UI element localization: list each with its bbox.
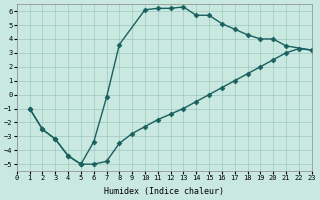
X-axis label: Humidex (Indice chaleur): Humidex (Indice chaleur) (104, 187, 224, 196)
